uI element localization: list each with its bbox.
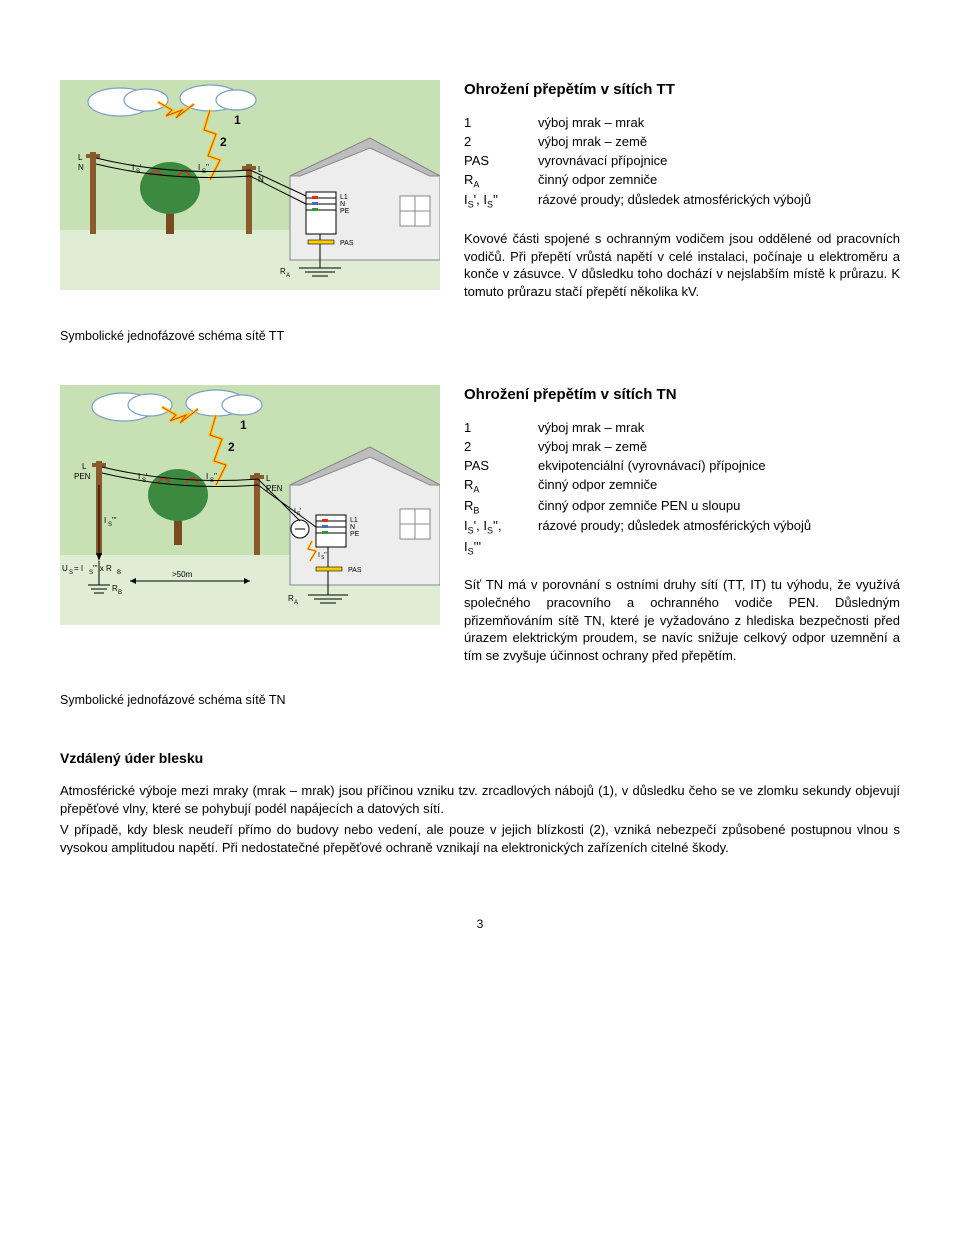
section-tt: 1 2 L N <box>60 80 900 300</box>
tt-paragraph: Kovové části spojené s ochranným vodičem… <box>464 230 900 300</box>
svg-text:PAS: PAS <box>340 240 354 247</box>
tt-legend-val: vyrovnávací přípojnice <box>538 152 900 171</box>
svg-text:PEN: PEN <box>74 472 91 481</box>
tn-legend-key: 1 <box>464 419 520 438</box>
tn-legend-val: činný odpor zemniče PEN u sloupu <box>538 497 900 518</box>
svg-text:B: B <box>118 590 122 596</box>
tn-title: Ohrožení přepětím v sítích TN <box>464 385 900 405</box>
tt-legend-key: PAS <box>464 152 520 171</box>
svg-text:= I: = I <box>74 564 83 573</box>
svg-text:'': '' <box>214 472 218 481</box>
svg-text:I: I <box>294 508 296 515</box>
diagram-tn-col: 1 2 L PEN L PEN <box>60 385 440 625</box>
tt-legend-val: rázové proudy; důsledek atmosférických v… <box>538 191 900 212</box>
tn-legend-key: IS', IS'', IS''' <box>464 517 520 558</box>
svg-text:L: L <box>82 462 87 471</box>
svg-text:PE: PE <box>350 531 360 538</box>
tt-legend-key: 1 <box>464 114 520 133</box>
tn-legend: 1 výboj mrak – mrak 2 výboj mrak – země PA… <box>464 419 900 558</box>
svg-text:''' x R: ''' x R <box>93 564 112 573</box>
svg-text:B: B <box>117 570 121 576</box>
page-number: 3 <box>60 916 900 932</box>
svg-text:N: N <box>340 201 345 208</box>
svg-text:>50m: >50m <box>172 570 193 579</box>
svg-text:I: I <box>138 472 140 481</box>
tn-legend-key: 2 <box>464 438 520 457</box>
text-tn-col: Ohrožení přepětím v sítích TN 1 výboj mra… <box>464 385 900 664</box>
distant-p1: Atmosférické výboje mezi mraky (mrak – m… <box>60 782 900 817</box>
tn-legend-key: PAS <box>464 457 520 476</box>
svg-text:I: I <box>104 516 106 525</box>
svg-text:L: L <box>258 165 263 174</box>
tt-svg: 1 2 L N <box>60 80 440 290</box>
svg-text:I: I <box>198 163 200 172</box>
svg-text:PEN: PEN <box>266 484 283 493</box>
svg-text:L: L <box>266 474 271 483</box>
svg-text:'': '' <box>324 552 327 559</box>
distant-p2: V případě, kdy blesk neudeří přímo do bu… <box>60 821 900 856</box>
svg-text:1: 1 <box>234 113 241 127</box>
tt-legend-val: výboj mrak – mrak <box>538 114 900 133</box>
svg-text:L: L <box>78 153 83 162</box>
svg-text:N: N <box>350 524 355 531</box>
tt-legend-key: 2 <box>464 133 520 152</box>
tn-legend-val: výboj mrak – mrak <box>538 419 900 438</box>
svg-text:A: A <box>294 600 298 606</box>
tn-legend-val: výboj mrak – země <box>538 438 900 457</box>
svg-text:A: A <box>286 273 290 279</box>
svg-text:N: N <box>78 163 84 172</box>
tt-title: Ohrožení přepětím v sítích TT <box>464 80 900 100</box>
svg-text:'': '' <box>206 163 210 172</box>
tn-caption: Symbolické jednofázové schéma sítě TN <box>60 692 900 709</box>
section-tn: 1 2 L PEN L PEN <box>60 385 900 664</box>
svg-text:I: I <box>132 163 134 172</box>
tn-legend-key: RB <box>464 497 520 518</box>
tt-legend-val: činný odpor zemniče <box>538 171 900 192</box>
tn-legend-key: RA <box>464 476 520 497</box>
svg-text:''': ''' <box>112 516 117 525</box>
svg-text:L1: L1 <box>350 517 358 524</box>
diagram-tt-col: 1 2 L N <box>60 80 440 290</box>
svg-text:2: 2 <box>220 135 227 149</box>
diagram-tt: 1 2 L N <box>60 80 440 290</box>
svg-text:PAS: PAS <box>348 567 362 574</box>
diagram-tn: 1 2 L PEN L PEN <box>60 385 440 625</box>
section-distant: Vzdálený úder blesku Atmosférické výboje… <box>60 749 900 856</box>
svg-text:1: 1 <box>240 418 247 432</box>
tt-legend-val: výboj mrak – země <box>538 133 900 152</box>
tn-svg: 1 2 L PEN L PEN <box>60 385 440 625</box>
svg-text:PE: PE <box>340 208 350 215</box>
svg-text:U: U <box>62 564 68 573</box>
tn-paragraph: Síť TN má v porovnání s ostními druhy sí… <box>464 576 900 664</box>
svg-text:I: I <box>318 552 320 559</box>
svg-text:L1: L1 <box>340 194 348 201</box>
text-tt-col: Ohrožení přepětím v sítích TT 1 výboj mra… <box>464 80 900 300</box>
tt-caption: Symbolické jednofázové schéma sítě TT <box>60 328 900 345</box>
tn-legend-val: ekvipotenciální (vyrovnávací) přípojnice <box>538 457 900 476</box>
tt-legend-key: RA <box>464 171 520 192</box>
svg-text:S: S <box>69 570 73 576</box>
tt-legend: 1 výboj mrak – mrak 2 výboj mrak – země PA… <box>464 114 900 212</box>
svg-text:': ' <box>300 508 301 515</box>
svg-text:2: 2 <box>228 440 235 454</box>
svg-text:I: I <box>206 472 208 481</box>
distant-title: Vzdálený úder blesku <box>60 749 900 768</box>
tt-legend-key: IS', IS'' <box>464 191 520 212</box>
tn-legend-val: rázové proudy; důsledek atmosférických v… <box>538 517 900 558</box>
tn-legend-val: činný odpor zemniče <box>538 476 900 497</box>
